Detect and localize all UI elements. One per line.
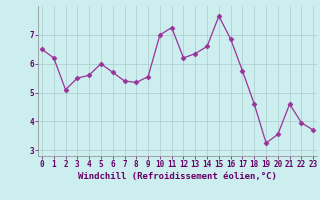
X-axis label: Windchill (Refroidissement éolien,°C): Windchill (Refroidissement éolien,°C) [78,172,277,181]
